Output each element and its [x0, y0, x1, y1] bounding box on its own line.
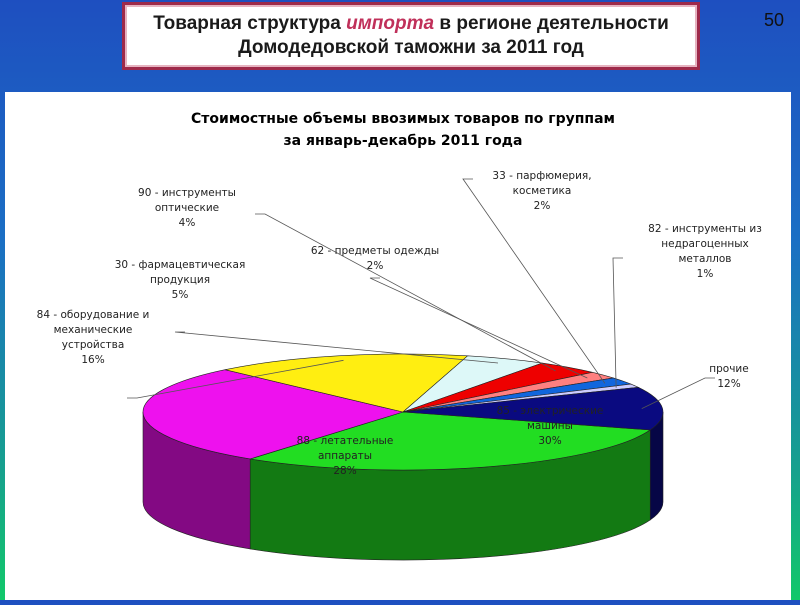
slice-percent-8: 12%	[717, 378, 740, 390]
slice-label-8: прочие 12%	[709, 363, 748, 390]
leader-line-4	[255, 213, 556, 372]
leader-line-6	[462, 178, 606, 384]
leader-line-2	[127, 359, 344, 399]
slice-label-line-6-0: 33 - парфюмерия,	[492, 170, 591, 182]
pie-slice-0	[250, 411, 652, 471]
chart-title-line2: за январь-декабрь 2011 года	[284, 133, 523, 149]
pie-chart: Стоимостные объемы ввозимых товаров по г…	[37, 111, 762, 561]
slice-label-line-7-2: металлов	[679, 253, 732, 265]
slice-label-5: 62 - предметы одежды 2%	[311, 245, 439, 272]
slice-label-1: 88 - летательные аппараты 28%	[297, 435, 394, 477]
slice-percent-6: 2%	[534, 200, 551, 212]
slice-label-line-1-1: аппараты	[318, 450, 372, 462]
slice-percent-1: 28%	[333, 465, 356, 477]
slice-label-0: 85 - электрические машины 30%	[497, 405, 604, 447]
slice-label-line-0-0: 85 - электрические	[497, 405, 604, 417]
chart-panel: Стоимостные объемы ввозимых товаров по г…	[5, 92, 791, 600]
slice-label-line-6-1: косметика	[513, 185, 572, 197]
leader-line-7	[612, 257, 623, 388]
slice-label-4: 90 - инструменты оптические 4%	[138, 187, 236, 229]
title-prefix: Товарная структура	[153, 13, 347, 34]
slice-label-line-4-0: 90 - инструменты	[138, 187, 236, 199]
slide-title-box: Товарная структура импорта в регионе дея…	[122, 2, 700, 70]
slide-title-line2: Домодедовской таможни за 2011 год	[238, 37, 584, 58]
slice-label-2: 84 - оборудование и механические устройств…	[37, 309, 150, 366]
leader-line-3	[174, 331, 499, 364]
slice-percent-2: 16%	[81, 354, 104, 366]
slice-percent-4: 4%	[179, 217, 196, 229]
slice-label-line-3-1: продукция	[150, 274, 210, 286]
slice-percent-0: 30%	[538, 435, 561, 447]
slice-label-line-5-0: 62 - предметы одежды	[311, 245, 439, 257]
slice-label-line-0-1: машины	[527, 420, 573, 432]
slice-label-line-2-0: 84 - оборудование и	[37, 309, 150, 321]
slice-label-line-7-0: 82 - инструменты из	[648, 223, 762, 235]
pie-slice-2	[224, 353, 469, 413]
leader-line-5	[369, 277, 588, 379]
chart-title-line1: Стоимостные объемы ввозимых товаров по г…	[191, 111, 615, 127]
slide-title-line1: Товарная структура импорта в регионе дея…	[153, 12, 669, 36]
page-number: 50	[764, 10, 785, 30]
slice-percent-7: 1%	[697, 268, 714, 280]
slice-label-line-7-1: недрагоценных	[661, 238, 748, 250]
pie-slice-1	[142, 369, 405, 460]
slice-label-line-3-0: 30 - фармацевтическая	[115, 259, 246, 271]
title-suffix: в регионе деятельности	[434, 13, 669, 34]
slice-label-7: 82 - инструменты из недрагоценных металлов…	[648, 223, 762, 280]
slice-label-3: 30 - фармацевтическая продукция 5%	[115, 259, 246, 301]
leader-line-8	[641, 377, 715, 410]
slice-label-line-8-0: прочие	[709, 363, 748, 375]
slice-label-line-1-0: 88 - летательные	[297, 435, 394, 447]
slice-label-line-2-2: устройства	[62, 339, 125, 351]
title-accent: импорта	[346, 13, 435, 34]
slice-percent-3: 5%	[172, 289, 189, 301]
pie-slice-8	[402, 386, 664, 431]
slice-percent-5: 2%	[367, 260, 384, 272]
slice-label-line-4-1: оптические	[155, 202, 219, 214]
slice-label-line-2-1: механические	[54, 324, 133, 336]
slice-label-6: 33 - парфюмерия, косметика 2%	[492, 170, 591, 212]
